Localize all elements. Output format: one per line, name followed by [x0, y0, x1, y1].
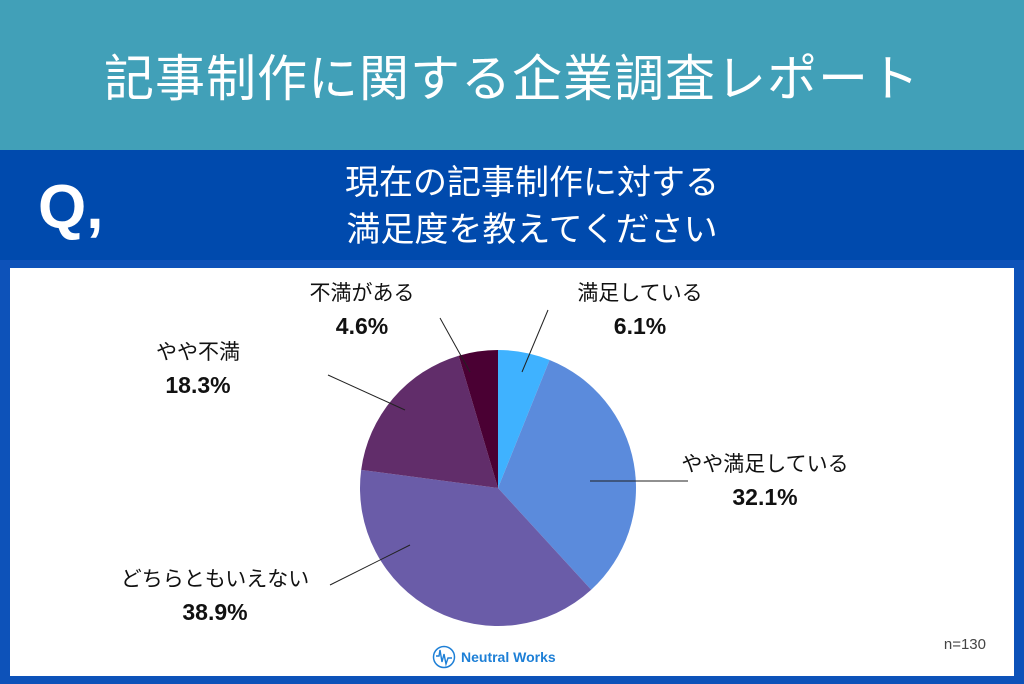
leader-line: [439, 317, 471, 373]
brand-logo: Neutral Works: [432, 645, 556, 669]
slice-label: どちらともいえない 38.9%: [121, 563, 310, 629]
slice-percent: 38.9%: [182, 599, 248, 625]
pie-slice: [498, 350, 550, 488]
slice-label: 不満がある 4.6%: [310, 277, 415, 343]
question-mark: Q,: [38, 173, 104, 242]
leader-line: [521, 309, 549, 373]
pie-slice: [498, 360, 636, 590]
slice-percent: 6.1%: [613, 313, 667, 339]
slice-percent: 18.3%: [165, 372, 231, 398]
brand-logo-icon: [432, 645, 456, 669]
question-text: 現在の記事制作に対する 満足度を教えてください: [0, 160, 1024, 254]
pie-slice: [361, 355, 498, 488]
report-title: 記事制作に関する企業調査レポート: [0, 0, 1024, 150]
brand-name: Neutral Works: [461, 649, 556, 665]
slice-category: やや満足している: [681, 452, 849, 476]
slice-category: どちらともいえない: [120, 567, 310, 591]
question-line-1: 現在の記事制作に対する: [345, 163, 719, 203]
slice-label: 満足している 6.1%: [577, 277, 702, 343]
slice-category: 不満がある: [309, 281, 415, 305]
question-band: Q, 現在の記事制作に対する 満足度を教えてください: [0, 150, 1024, 260]
slice-percent: 4.6%: [335, 313, 389, 339]
question-line-2: 満足度を教えてください: [346, 210, 718, 250]
slice-label: やや不満 18.3%: [156, 336, 240, 402]
pie-slice: [360, 469, 592, 626]
leader-line: [327, 374, 406, 411]
slice-label: やや満足している 32.1%: [681, 448, 848, 514]
pie-slice: [458, 350, 498, 488]
leader-line: [329, 544, 411, 586]
slice-category: やや不満: [156, 340, 240, 364]
slice-category: 満足している: [577, 281, 703, 305]
sample-size: n=130: [943, 636, 986, 653]
slice-percent: 32.1%: [732, 484, 798, 510]
